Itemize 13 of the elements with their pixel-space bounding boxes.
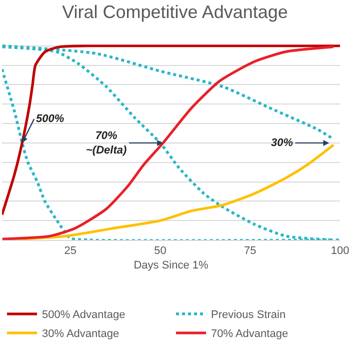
- x-tick-label: 25: [64, 245, 76, 258]
- annotation: 500%: [36, 113, 64, 125]
- x-tick-label: 50: [154, 245, 166, 258]
- legend-label: Previous Strain: [211, 309, 286, 322]
- chart-title: Viral Competitive Advantage: [62, 2, 288, 22]
- x-tick-label: 75: [244, 245, 256, 258]
- x-axis-title: Days Since 1%: [134, 259, 209, 272]
- legend-label: 30% Advantage: [42, 328, 120, 340]
- annotation: 30%: [271, 137, 294, 149]
- x-tick-label: 100: [330, 245, 350, 258]
- annotation: 70% ~(Delta): [86, 130, 127, 156]
- legend-label: 70% Advantage: [211, 328, 288, 340]
- legend-label: 500% Advantage: [42, 309, 126, 322]
